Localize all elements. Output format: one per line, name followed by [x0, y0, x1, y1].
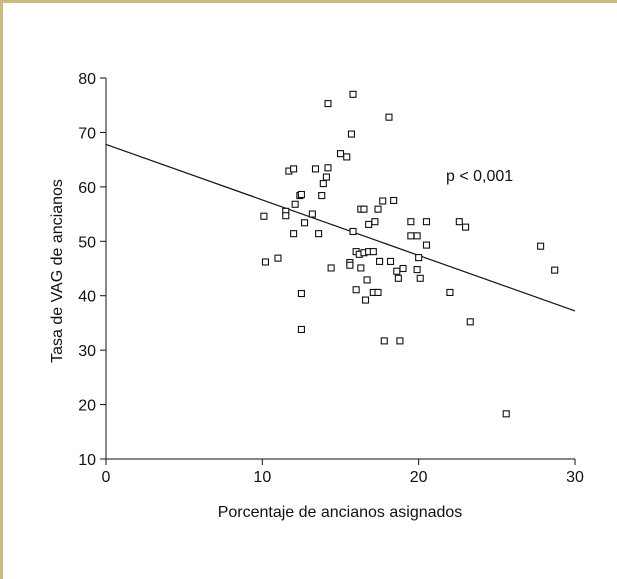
regression-line-group	[105, 143, 576, 312]
y-tick-label: 80	[78, 71, 96, 88]
data-point	[360, 205, 368, 213]
y-tick-label: 10	[78, 452, 96, 469]
data-point	[300, 219, 309, 227]
x-tick-label: 20	[410, 469, 428, 486]
data-point	[413, 266, 421, 274]
data-point	[297, 325, 305, 334]
data-point	[311, 165, 320, 173]
data-point	[394, 274, 402, 282]
x-axis-title: Porcentaje de ancianos asignados	[218, 504, 463, 521]
y-tick-label: 60	[78, 180, 96, 197]
data-point	[466, 318, 474, 326]
data-point	[415, 254, 423, 262]
data-point	[407, 218, 415, 226]
data-point	[346, 261, 354, 269]
data-point	[347, 130, 355, 138]
y-axis-title: Tasa de VAG de ancianos	[49, 179, 66, 363]
data-point	[291, 200, 299, 208]
axes	[100, 77, 576, 465]
data-point	[396, 337, 404, 345]
data-point	[379, 197, 387, 205]
data-point	[322, 173, 330, 181]
data-point	[324, 100, 332, 108]
data-point	[446, 288, 454, 296]
data-point	[422, 241, 431, 249]
y-tick-label: 30	[78, 343, 96, 360]
y-tick-label: 70	[78, 125, 96, 142]
data-point	[352, 286, 360, 294]
y-tick-label: 20	[78, 398, 96, 415]
data-point	[319, 180, 327, 188]
data-point	[385, 113, 393, 121]
data-points	[260, 90, 559, 418]
data-point	[455, 218, 463, 226]
data-point	[422, 218, 431, 226]
data-point	[416, 274, 424, 282]
data-point	[551, 266, 559, 274]
data-point	[399, 264, 407, 273]
data-point	[407, 232, 415, 240]
data-point	[380, 337, 388, 345]
data-point	[462, 223, 470, 231]
data-point	[357, 264, 365, 272]
x-tick-label: 30	[566, 469, 584, 486]
data-point	[290, 165, 298, 173]
data-point	[349, 90, 357, 98]
data-point	[327, 264, 335, 272]
data-point	[343, 153, 351, 161]
y-tick-label: 40	[78, 289, 96, 306]
data-point	[393, 267, 401, 275]
data-point	[371, 218, 379, 226]
data-point	[260, 212, 268, 220]
x-tick-label: 10	[253, 469, 271, 486]
data-point	[336, 150, 345, 158]
data-point	[374, 288, 382, 296]
data-point	[297, 190, 305, 199]
data-point	[365, 220, 373, 228]
data-point	[537, 242, 545, 250]
data-point	[349, 227, 357, 236]
data-point	[502, 410, 510, 418]
data-point	[315, 230, 323, 238]
data-point	[386, 257, 395, 265]
y-tick-label: 50	[78, 234, 96, 251]
p-value-annotation: p < 0,001	[446, 168, 513, 185]
tick-labels: 10 20 30 40 50 60 70 80 0 10 20 30	[78, 71, 584, 486]
x-tick-label: 0	[102, 469, 111, 486]
data-point	[297, 289, 305, 298]
data-point	[374, 205, 382, 213]
data-point	[390, 196, 398, 205]
data-point	[282, 212, 290, 220]
data-point	[308, 210, 316, 218]
regression-line	[105, 143, 576, 312]
data-point	[290, 230, 298, 238]
data-point	[376, 257, 384, 265]
data-point	[261, 258, 270, 266]
data-point	[274, 254, 282, 262]
data-point	[361, 296, 370, 304]
data-point	[369, 248, 377, 256]
data-point	[413, 232, 421, 240]
data-point	[318, 192, 326, 200]
data-point	[324, 164, 332, 172]
data-point	[363, 276, 371, 284]
